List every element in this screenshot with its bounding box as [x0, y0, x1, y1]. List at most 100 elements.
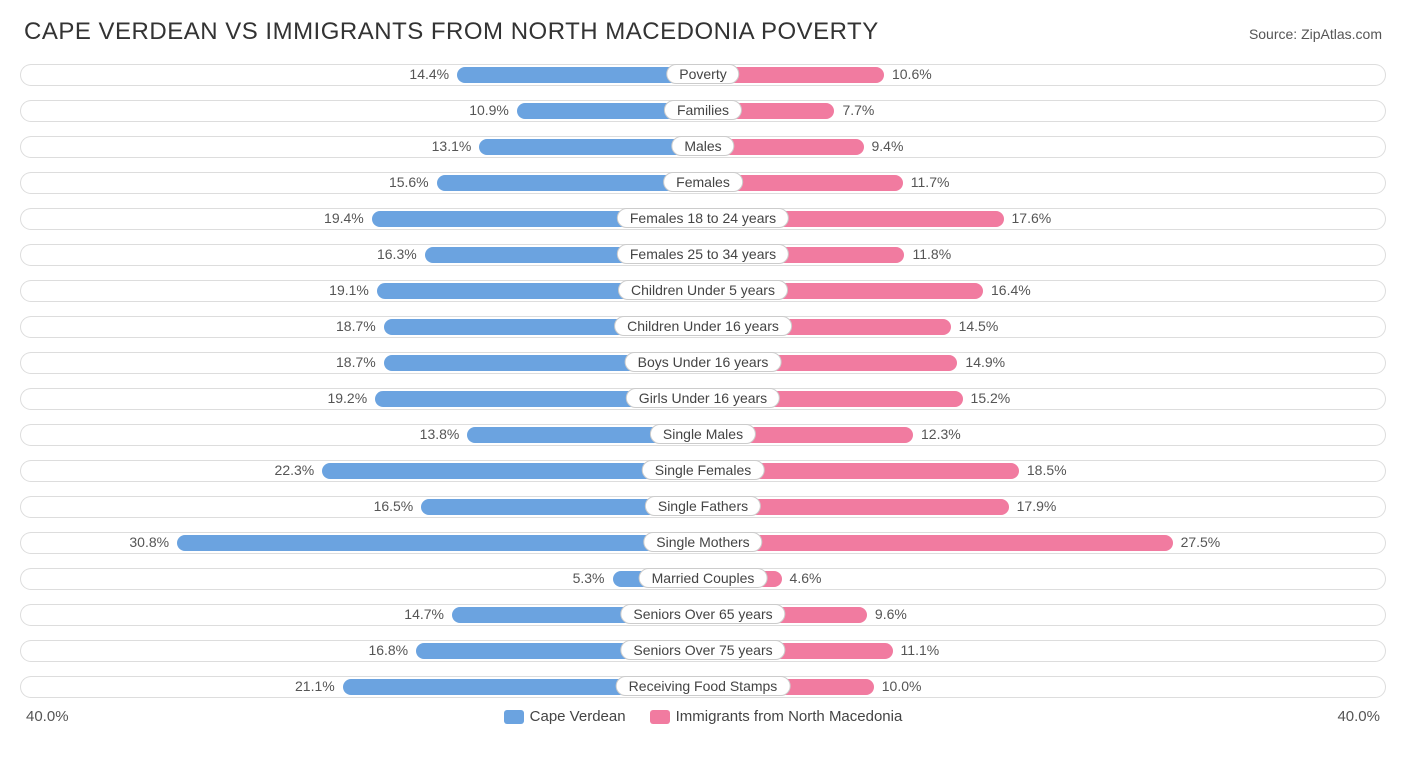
value-label-left: 19.1%: [329, 282, 369, 298]
category-label: Single Mothers: [643, 532, 762, 552]
chart-half-right: 16.4%: [703, 276, 1386, 306]
chart-area: 14.4%10.6%Poverty10.9%7.7%Families13.1%9…: [20, 60, 1386, 702]
legend-swatch-right: [650, 710, 670, 724]
chart-row: 18.7% 14.9% Boys Under 16 years: [20, 348, 1386, 378]
value-label-right: 17.6%: [1012, 210, 1052, 226]
category-label: Children Under 16 years: [614, 316, 792, 336]
category-label: Single Females: [642, 460, 765, 480]
value-label-left: 5.3%: [573, 570, 605, 586]
chart-row: 16.5% 17.9%Single Fathers: [20, 492, 1386, 522]
chart-footer: 40.0% Cape Verdean Immigrants from North…: [20, 708, 1386, 725]
chart-half-right: 9.4%: [703, 132, 1386, 162]
chart-half-left: 13.8%: [20, 420, 703, 450]
chart-half-right: 18.5%: [703, 456, 1386, 486]
bar-left: [479, 139, 703, 155]
value-label-left: 10.9%: [469, 102, 509, 118]
chart-row: 10.9%7.7%Families: [20, 96, 1386, 126]
chart-half-right: 4.6%: [703, 564, 1386, 594]
legend: Cape Verdean Immigrants from North Maced…: [504, 708, 903, 725]
chart-half-left: 14.4%: [20, 60, 703, 90]
value-label-left: 30.8%: [129, 534, 169, 550]
chart-row: 5.3%4.6%Married Couples: [20, 564, 1386, 594]
value-label-left: 13.8%: [420, 426, 460, 442]
category-label: Single Males: [650, 424, 756, 444]
value-label-right: 15.2%: [971, 390, 1011, 406]
chart-half-right: 9.6%: [703, 600, 1386, 630]
chart-title: CAPE VERDEAN VS IMMIGRANTS FROM NORTH MA…: [24, 18, 879, 46]
chart-half-left: 21.1%: [20, 672, 703, 702]
chart-half-right: 27.5%: [703, 528, 1386, 558]
bar-left: [177, 535, 703, 551]
chart-row: 14.7%9.6%Seniors Over 65 years: [20, 600, 1386, 630]
chart-half-right: 14.9%: [703, 348, 1386, 378]
bar-right: [703, 535, 1173, 551]
chart-half-left: 10.9%: [20, 96, 703, 126]
chart-half-right: 10.6%: [703, 60, 1386, 90]
legend-item-right: Immigrants from North Macedonia: [650, 708, 903, 725]
value-label-right: 14.9%: [965, 354, 1005, 370]
category-label: Receiving Food Stamps: [616, 676, 791, 696]
chart-source: Source: ZipAtlas.com: [1249, 26, 1382, 42]
category-label: Males: [671, 136, 734, 156]
value-label-left: 16.5%: [374, 498, 414, 514]
chart-half-left: 14.7%: [20, 600, 703, 630]
chart-row: 13.1% 9.4% Males: [20, 132, 1386, 162]
chart-half-left: 16.5%: [20, 492, 703, 522]
category-label: Girls Under 16 years: [626, 388, 780, 408]
chart-half-right: 17.6%: [703, 204, 1386, 234]
value-label-left: 19.2%: [327, 390, 367, 406]
legend-swatch-left: [504, 710, 524, 724]
chart-half-left: 16.3%: [20, 240, 703, 270]
value-label-right: 11.8%: [912, 246, 951, 262]
value-label-left: 18.7%: [336, 318, 376, 334]
value-label-left: 21.1%: [295, 678, 335, 694]
chart-half-right: 7.7%: [703, 96, 1386, 126]
value-label-right: 11.1%: [901, 642, 940, 658]
value-label-right: 7.7%: [842, 102, 874, 118]
category-label: Females 18 to 24 years: [617, 208, 789, 228]
category-label: Boys Under 16 years: [625, 352, 782, 372]
value-label-right: 16.4%: [991, 282, 1031, 298]
chart-half-left: 15.6%: [20, 168, 703, 198]
category-label: Poverty: [666, 64, 739, 84]
value-label-left: 15.6%: [389, 174, 429, 190]
category-label: Single Fathers: [645, 496, 761, 516]
chart-header: CAPE VERDEAN VS IMMIGRANTS FROM NORTH MA…: [20, 18, 1386, 46]
value-label-left: 14.4%: [409, 66, 449, 82]
value-label-left: 13.1%: [432, 138, 472, 154]
axis-max-left: 40.0%: [26, 708, 69, 725]
legend-label-right: Immigrants from North Macedonia: [676, 708, 903, 725]
value-label-right: 4.6%: [790, 570, 822, 586]
chart-half-left: 18.7%: [20, 312, 703, 342]
value-label-right: 9.4%: [872, 138, 904, 154]
chart-row: 19.1% 16.4% Children Under 5 years: [20, 276, 1386, 306]
chart-row: 14.4% 10.6% Poverty: [20, 60, 1386, 90]
chart-half-right: 12.3%: [703, 420, 1386, 450]
value-label-right: 10.6%: [892, 66, 932, 82]
chart-half-right: 10.0%: [703, 672, 1386, 702]
chart-half-right: 11.8%: [703, 240, 1386, 270]
chart-row: 16.3% 11.8% Females 25 to 34 years: [20, 240, 1386, 270]
value-label-right: 14.5%: [959, 318, 999, 334]
chart-half-left: 13.1%: [20, 132, 703, 162]
legend-item-left: Cape Verdean: [504, 708, 626, 725]
category-label: Females: [663, 172, 743, 192]
value-label-left: 18.7%: [336, 354, 376, 370]
value-label-right: 18.5%: [1027, 462, 1067, 478]
value-label-left: 16.8%: [368, 642, 408, 658]
chart-half-left: 22.3%: [20, 456, 703, 486]
category-label: Females 25 to 34 years: [617, 244, 789, 264]
chart-half-left: 5.3%: [20, 564, 703, 594]
axis-max-right: 40.0%: [1337, 708, 1380, 725]
value-label-right: 11.7%: [911, 174, 950, 190]
chart-half-right: 17.9%: [703, 492, 1386, 522]
value-label-right: 9.6%: [875, 606, 907, 622]
value-label-left: 16.3%: [377, 246, 417, 262]
chart-half-right: 14.5%: [703, 312, 1386, 342]
category-label: Children Under 5 years: [618, 280, 788, 300]
chart-row: 13.8% 12.3% Single Males: [20, 420, 1386, 450]
chart-row: 15.6% 11.7% Females: [20, 168, 1386, 198]
value-label-right: 12.3%: [921, 426, 961, 442]
value-label-right: 10.0%: [882, 678, 922, 694]
chart-half-right: 11.1%: [703, 636, 1386, 666]
